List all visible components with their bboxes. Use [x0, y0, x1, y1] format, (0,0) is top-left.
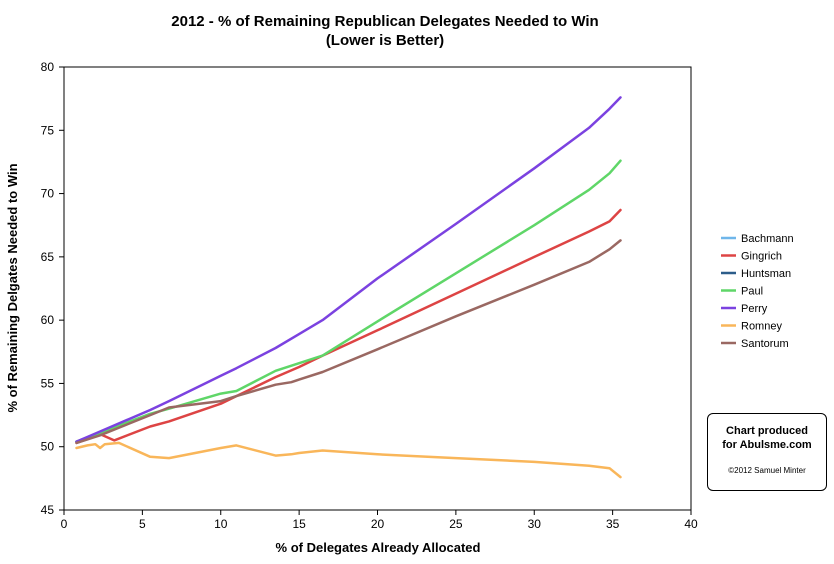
y-tick-label: 45	[41, 503, 55, 517]
y-axis-label: % of Remaining Delgates Needed to Win	[5, 163, 20, 412]
x-tick-label: 5	[139, 517, 146, 531]
series-line-gingrich	[75, 208, 622, 445]
y-tick-label: 55	[41, 376, 55, 390]
legend-label-paul: Paul	[741, 286, 763, 298]
credit-copyright: ©2012 Samuel Minter	[728, 466, 806, 475]
y-tick-label: 80	[41, 60, 55, 74]
y-tick-label: 70	[41, 187, 55, 201]
legend-label-bachmann: Bachmann	[741, 233, 794, 245]
credit-line-2: for Abulsme.com	[722, 439, 812, 451]
y-tick-label: 65	[41, 250, 55, 264]
x-axis-label: % of Delegates Already Allocated	[276, 540, 481, 555]
x-tick-label: 25	[449, 517, 463, 531]
x-tick-label: 30	[528, 517, 542, 531]
chart-subtitle: (Lower is Better)	[326, 32, 444, 49]
series-line-romney	[75, 441, 622, 479]
legend-label-gingrich: Gingrich	[741, 251, 782, 263]
x-tick-label: 40	[684, 517, 698, 531]
x-tick-label: 0	[61, 517, 68, 531]
credit-box: Chart produced for Abulsme.com ©2012 Sam…	[707, 413, 827, 491]
series-lines	[75, 96, 622, 479]
y-tick-label: 50	[41, 440, 55, 454]
legend-label-santorum: Santorum	[741, 338, 789, 350]
y-tick-label: 60	[41, 313, 55, 327]
x-tick-label: 20	[371, 517, 385, 531]
x-tick-label: 35	[606, 517, 620, 531]
plot-area	[63, 66, 692, 511]
chart-title: 2012 - % of Remaining Republican Delegat…	[171, 13, 598, 30]
legend-label-romney: Romney	[741, 321, 782, 333]
x-tick-label: 10	[214, 517, 228, 531]
legend: Bachmann Gingrich Huntsman Paul Perry Romney S…	[721, 233, 794, 350]
series-line-santorum	[75, 239, 622, 445]
y-axis-ticks: 45 50 55 60 65 70 75 80	[41, 60, 64, 517]
series-line-perry	[75, 96, 622, 443]
legend-label-perry: Perry	[741, 303, 768, 315]
x-axis-ticks: 0 5 10 15 20 25 30 35 40	[61, 510, 698, 531]
credit-line-1: Chart produced	[726, 425, 808, 437]
legend-label-huntsman: Huntsman	[741, 268, 791, 280]
y-tick-label: 75	[41, 123, 55, 137]
x-tick-label: 15	[292, 517, 306, 531]
